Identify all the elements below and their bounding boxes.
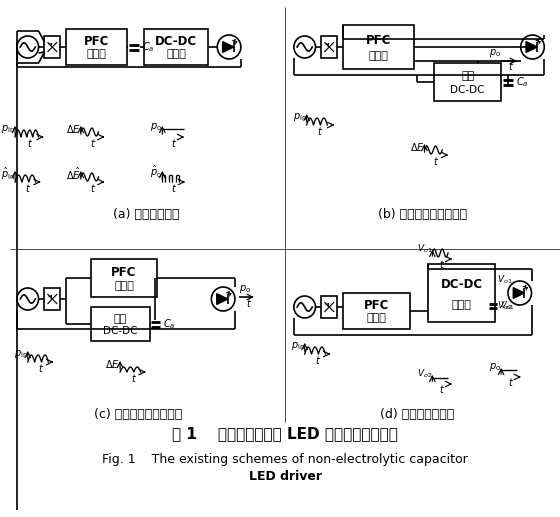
- Text: $t$: $t$: [90, 182, 96, 194]
- Text: $t$: $t$: [246, 297, 252, 309]
- Text: $t$: $t$: [433, 155, 440, 167]
- Text: $V_{o1}$: $V_{o1}$: [417, 243, 432, 255]
- Polygon shape: [222, 41, 234, 52]
- Text: PFC: PFC: [363, 299, 389, 312]
- Text: $V_{o2}$: $V_{o2}$: [417, 368, 432, 380]
- Text: $p_{\rm in}$: $p_{\rm in}$: [293, 111, 307, 123]
- Text: (b) 并联双向变换器拓扑: (b) 并联双向变换器拓扑: [378, 208, 467, 221]
- Text: 图 1    现有无电解电容 LED 驱动电源技术方案: 图 1 现有无电解电容 LED 驱动电源技术方案: [172, 427, 398, 442]
- Text: (a) 优化控制策略: (a) 优化控制策略: [113, 208, 180, 221]
- Text: 变换器: 变换器: [87, 49, 106, 59]
- Text: $t$: $t$: [439, 383, 445, 395]
- Bar: [428, 264, 495, 322]
- Text: 变换器: 变换器: [114, 281, 134, 291]
- Text: $V_{o1}$: $V_{o1}$: [500, 299, 515, 312]
- Bar: [321, 36, 337, 58]
- Text: DC-DC: DC-DC: [441, 278, 483, 291]
- Bar: [91, 307, 150, 341]
- Text: PFC: PFC: [111, 266, 137, 279]
- Text: $C_a$: $C_a$: [164, 317, 176, 331]
- Bar: [144, 29, 208, 65]
- Text: Fig. 1    The existing schemes of non-electrolytic capacitor: Fig. 1 The existing schemes of non-elect…: [102, 452, 468, 465]
- Text: DC-DC: DC-DC: [155, 35, 197, 48]
- Text: $p_{\rm o}$: $p_{\rm o}$: [150, 121, 162, 133]
- Bar: [343, 25, 414, 69]
- Text: $t$: $t$: [39, 362, 45, 374]
- Text: $t$: $t$: [315, 354, 321, 366]
- Text: PFC: PFC: [84, 35, 109, 48]
- Text: $\Delta E$: $\Delta E$: [410, 141, 424, 153]
- Polygon shape: [526, 41, 537, 52]
- Text: $t$: $t$: [131, 372, 137, 384]
- Text: $V_{o1}$: $V_{o1}$: [497, 274, 512, 286]
- Bar: [44, 288, 60, 310]
- Text: $t$: $t$: [27, 137, 33, 149]
- Text: $p_{\rm o}$: $p_{\rm o}$: [489, 47, 501, 59]
- Text: $\Delta \hat{E}$: $\Delta \hat{E}$: [66, 166, 81, 182]
- Text: 双向: 双向: [461, 71, 474, 81]
- Text: $C_a$: $C_a$: [516, 75, 528, 89]
- Text: (c) 并联双向变换器拓扑: (c) 并联双向变换器拓扑: [94, 407, 182, 420]
- Text: $p_{\rm in}$: $p_{\rm in}$: [14, 348, 28, 360]
- Bar: [343, 293, 410, 329]
- Text: $C_a$: $C_a$: [142, 40, 154, 54]
- Text: $p_{\rm in}$: $p_{\rm in}$: [1, 123, 15, 135]
- Text: DC-DC: DC-DC: [450, 85, 485, 95]
- Text: $\Delta E$: $\Delta E$: [66, 123, 81, 135]
- Text: (d) 多端口输出拓扑: (d) 多端口输出拓扑: [380, 407, 455, 420]
- Text: PFC: PFC: [366, 34, 391, 47]
- Bar: [91, 259, 157, 297]
- Polygon shape: [217, 294, 228, 305]
- Bar: [321, 296, 337, 318]
- Text: $t$: $t$: [439, 258, 445, 270]
- Text: $V_{o2}$: $V_{o2}$: [497, 299, 512, 312]
- Text: $t$: $t$: [171, 182, 177, 194]
- Text: $t$: $t$: [171, 137, 177, 149]
- Text: $t$: $t$: [508, 60, 514, 72]
- Text: $p_{\rm o}$: $p_{\rm o}$: [489, 361, 501, 373]
- Text: 变换器: 变换器: [166, 49, 186, 59]
- Text: $\hat{p}_{\rm o}$: $\hat{p}_{\rm o}$: [150, 164, 162, 180]
- Text: $t$: $t$: [25, 182, 31, 194]
- Text: 变换器: 变换器: [452, 299, 472, 310]
- Text: $\Delta E$: $\Delta E$: [105, 358, 120, 370]
- Text: 变换器: 变换器: [366, 313, 386, 323]
- Text: $p_{\rm in}$: $p_{\rm in}$: [291, 340, 305, 352]
- Text: DC-DC: DC-DC: [103, 326, 137, 336]
- Text: $\hat{p}_{\rm in}$: $\hat{p}_{\rm in}$: [1, 166, 15, 182]
- Text: $p_{\rm o}$: $p_{\rm o}$: [239, 283, 251, 295]
- Bar: [44, 36, 60, 58]
- Text: $t$: $t$: [90, 137, 96, 149]
- Bar: [66, 29, 127, 65]
- Polygon shape: [514, 287, 525, 298]
- Text: $t$: $t$: [318, 125, 324, 137]
- Text: LED driver: LED driver: [249, 470, 321, 483]
- Text: 双向: 双向: [114, 314, 127, 324]
- Bar: [435, 63, 501, 101]
- Text: $t$: $t$: [508, 376, 514, 388]
- Text: 变换器: 变换器: [368, 51, 388, 61]
